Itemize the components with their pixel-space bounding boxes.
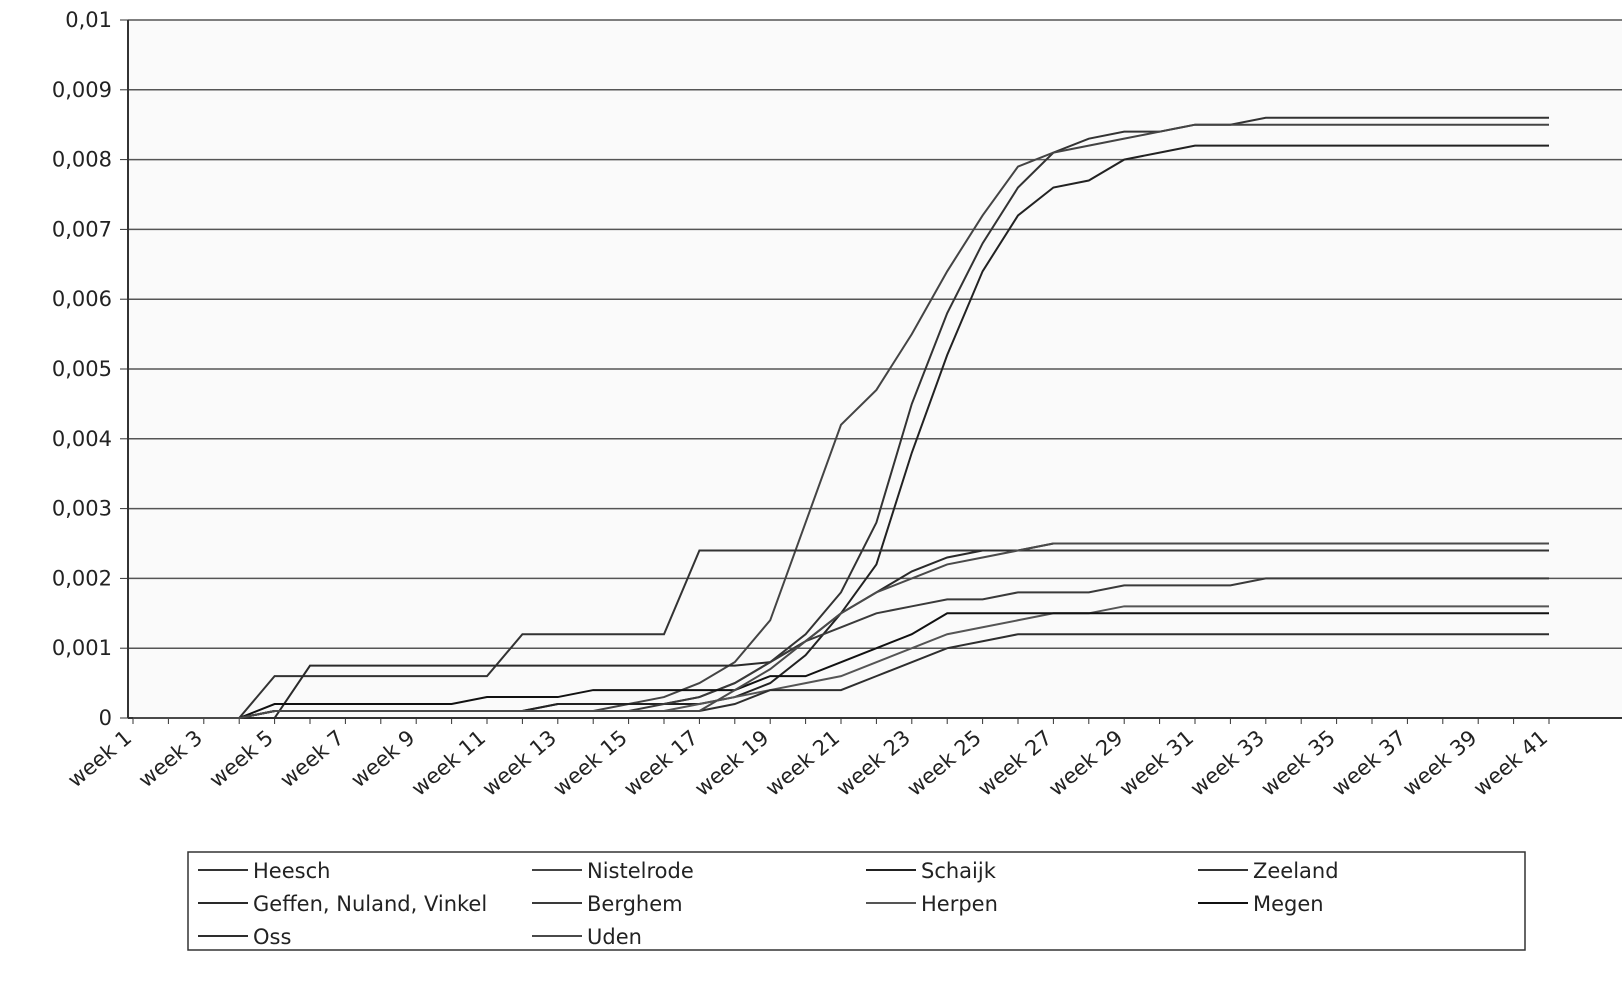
x-tick-label: week 25 bbox=[903, 725, 986, 800]
x-tick-label: week 23 bbox=[832, 725, 915, 800]
x-tick-label: week 27 bbox=[973, 725, 1056, 800]
x-tick-label: week 3 bbox=[134, 725, 207, 792]
series-line bbox=[133, 542, 1549, 719]
y-tick-label: 0,003 bbox=[52, 497, 112, 521]
y-tick-label: 0 bbox=[99, 706, 112, 730]
legend-label: Schaijk bbox=[921, 859, 997, 883]
y-tick-label: 0,007 bbox=[52, 217, 112, 241]
x-tick-label: week 37 bbox=[1327, 725, 1410, 800]
y-tick-label: 0,001 bbox=[52, 636, 112, 660]
legend-label: Heesch bbox=[253, 859, 330, 883]
y-tick-label: 0,004 bbox=[52, 427, 112, 451]
x-tick-label: week 15 bbox=[549, 725, 632, 800]
x-tick-label: week 11 bbox=[407, 725, 490, 800]
x-tick-label: week 31 bbox=[1115, 725, 1198, 800]
series-line bbox=[133, 549, 1549, 719]
x-tick-label: week 39 bbox=[1398, 725, 1481, 800]
x-tick-label: week 41 bbox=[1469, 725, 1552, 800]
legend-label: Oss bbox=[253, 925, 291, 949]
legend-label: Herpen bbox=[921, 892, 998, 916]
legend-label: Nistelrode bbox=[587, 859, 694, 883]
y-tick-label: 0,002 bbox=[52, 566, 112, 590]
legend-box bbox=[187, 851, 1526, 951]
legend-label: Zeeland bbox=[1253, 859, 1339, 883]
x-tick-label: week 19 bbox=[690, 725, 773, 800]
y-tick-label: 0,006 bbox=[52, 287, 112, 311]
x-tick-label: week 21 bbox=[761, 725, 844, 800]
x-tick-label: week 7 bbox=[276, 725, 349, 792]
x-tick-label: week 35 bbox=[1257, 725, 1340, 800]
x-tick-label: week 33 bbox=[1186, 725, 1269, 800]
legend-label: Geffen, Nuland, Vinkel bbox=[253, 892, 487, 916]
x-tick-label: week 29 bbox=[1044, 725, 1127, 800]
legend-label: Megen bbox=[1253, 892, 1324, 916]
y-tick-label: 0,01 bbox=[65, 8, 112, 32]
y-tick-label: 0,008 bbox=[52, 148, 112, 172]
x-tick-label: week 13 bbox=[478, 725, 561, 800]
series-line bbox=[133, 612, 1549, 719]
x-tick-label: week 1 bbox=[63, 725, 136, 792]
legend-label: Berghem bbox=[587, 892, 683, 916]
y-tick-label: 0,009 bbox=[52, 78, 112, 102]
y-tick-label: 0,005 bbox=[52, 357, 112, 381]
x-tick-label: week 5 bbox=[205, 725, 278, 792]
legend-label: Uden bbox=[587, 925, 642, 949]
x-tick-label: week 17 bbox=[619, 725, 702, 800]
